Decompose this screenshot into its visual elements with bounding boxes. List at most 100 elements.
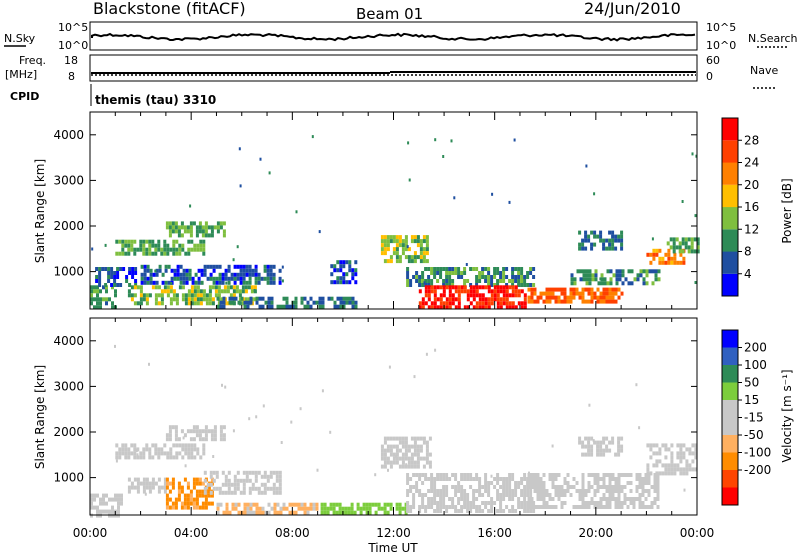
range-gate-cell bbox=[108, 297, 111, 302]
range-gate-cell bbox=[425, 235, 429, 240]
range-gate-cell bbox=[454, 473, 458, 477]
range-gate-cell bbox=[148, 243, 152, 248]
range-gate-cell bbox=[484, 305, 488, 310]
range-gate-cell bbox=[392, 239, 396, 244]
range-gate-cell bbox=[608, 489, 612, 493]
range-gate-cell bbox=[418, 301, 422, 306]
range-gate-cell bbox=[282, 296, 286, 301]
range-gate-cell bbox=[635, 473, 639, 477]
range-gate-cell bbox=[646, 471, 650, 476]
range-gate-cell bbox=[196, 447, 200, 452]
range-gate-cell bbox=[594, 273, 598, 278]
range-gate-cell bbox=[469, 301, 473, 306]
range-gate-cell bbox=[588, 277, 592, 282]
range-gate-cell bbox=[448, 275, 452, 279]
range-gate-cell bbox=[416, 255, 420, 260]
range-gate-cell bbox=[257, 490, 261, 495]
range-gate-cell bbox=[466, 293, 470, 298]
range-gate-cell bbox=[392, 460, 396, 465]
range-gate-cell bbox=[596, 477, 600, 481]
range-gate-cell bbox=[252, 510, 256, 515]
range-gate-cell bbox=[202, 251, 206, 256]
range-gate-cell bbox=[353, 510, 357, 515]
range-gate-cell bbox=[661, 443, 665, 448]
range-gate-cell bbox=[178, 243, 182, 248]
range-gate-cell bbox=[261, 510, 265, 515]
range-gate-cell bbox=[505, 305, 509, 310]
range-gate-cell bbox=[573, 281, 577, 286]
range-gate-cell bbox=[407, 255, 411, 260]
range-gate-cell bbox=[439, 275, 443, 279]
range-gate-cell bbox=[248, 264, 252, 269]
range-gate-cell bbox=[611, 440, 615, 445]
range-gate-cell bbox=[536, 299, 540, 304]
range-gate-cell bbox=[405, 463, 408, 467]
range-gate-cell bbox=[107, 267, 111, 271]
range-gate-cell bbox=[566, 485, 570, 489]
range-gate-cell bbox=[505, 493, 509, 497]
range-gate-cell bbox=[415, 279, 419, 283]
range-gate-cell bbox=[457, 271, 461, 275]
range-gate-cell bbox=[236, 276, 240, 281]
range-gate-cell bbox=[386, 444, 390, 449]
range-gate-cell bbox=[445, 473, 449, 477]
range-gate-cell bbox=[593, 481, 597, 485]
range-gate-cell bbox=[157, 485, 161, 490]
range-gate-cell bbox=[279, 304, 283, 309]
range-gate-cell bbox=[181, 243, 185, 248]
range-gate-cell bbox=[433, 289, 437, 294]
range-gate-cell bbox=[670, 463, 674, 468]
range-gate-cell bbox=[171, 485, 175, 490]
range-gate-cell bbox=[202, 239, 206, 244]
range-gate-cell bbox=[143, 280, 147, 285]
range-gate-cell bbox=[136, 477, 140, 482]
range-gate-cell bbox=[690, 237, 694, 242]
range-gate-cell bbox=[148, 451, 152, 456]
range-gate-cell bbox=[493, 289, 497, 294]
range-gate-cell bbox=[139, 239, 143, 244]
range-gate-cell bbox=[581, 440, 585, 445]
range-gate-cell bbox=[99, 305, 102, 310]
range-gate-cell bbox=[469, 501, 473, 505]
beam-title: Beam 01 bbox=[356, 5, 423, 23]
range-gate-cell bbox=[201, 225, 205, 230]
range-gate-cell bbox=[505, 289, 509, 294]
range-gate-cell bbox=[236, 482, 240, 487]
range-gate-cell bbox=[614, 287, 618, 292]
range-gate-cell bbox=[204, 429, 208, 434]
range-gate-cell bbox=[383, 235, 387, 240]
range-gate-cell bbox=[142, 247, 146, 252]
range-gate-cell bbox=[579, 269, 583, 274]
range-gate-cell bbox=[608, 501, 612, 505]
range-gate-cell bbox=[207, 489, 211, 494]
range-gate-cell bbox=[333, 300, 337, 305]
range-gate-cell bbox=[490, 505, 494, 509]
range-gate-cell bbox=[620, 242, 624, 247]
range-gate-cell bbox=[140, 276, 144, 281]
range-gate-cell bbox=[93, 289, 96, 294]
range-gate-cell bbox=[691, 152, 694, 156]
range-gate-cell bbox=[203, 486, 207, 491]
range-gate-cell bbox=[168, 505, 172, 510]
range-gate-cell bbox=[165, 221, 169, 226]
range-gate-cell bbox=[615, 269, 619, 274]
range-gate-cell bbox=[181, 447, 185, 452]
range-gate-cell bbox=[225, 502, 229, 507]
range-gate-cell bbox=[90, 497, 93, 502]
range-gate-cell bbox=[481, 501, 485, 505]
range-gate-cell bbox=[351, 296, 355, 301]
range-gate-cell bbox=[419, 255, 423, 260]
range-gate-cell bbox=[418, 477, 422, 481]
range-gate-cell bbox=[332, 510, 336, 515]
range-gate-cell bbox=[433, 481, 437, 485]
range-gate-cell bbox=[222, 425, 226, 430]
velocity-y-axis-label: Slant Range [km] bbox=[33, 365, 47, 469]
range-gate-cell bbox=[530, 485, 534, 489]
colorbar-segment bbox=[722, 273, 738, 297]
range-gate-cell bbox=[672, 237, 676, 242]
range-gate-cell bbox=[652, 463, 656, 468]
range-gate-cell bbox=[584, 234, 588, 239]
range-gate-cell bbox=[116, 275, 120, 279]
range-gate-cell bbox=[502, 493, 506, 497]
range-gate-cell bbox=[198, 225, 202, 230]
